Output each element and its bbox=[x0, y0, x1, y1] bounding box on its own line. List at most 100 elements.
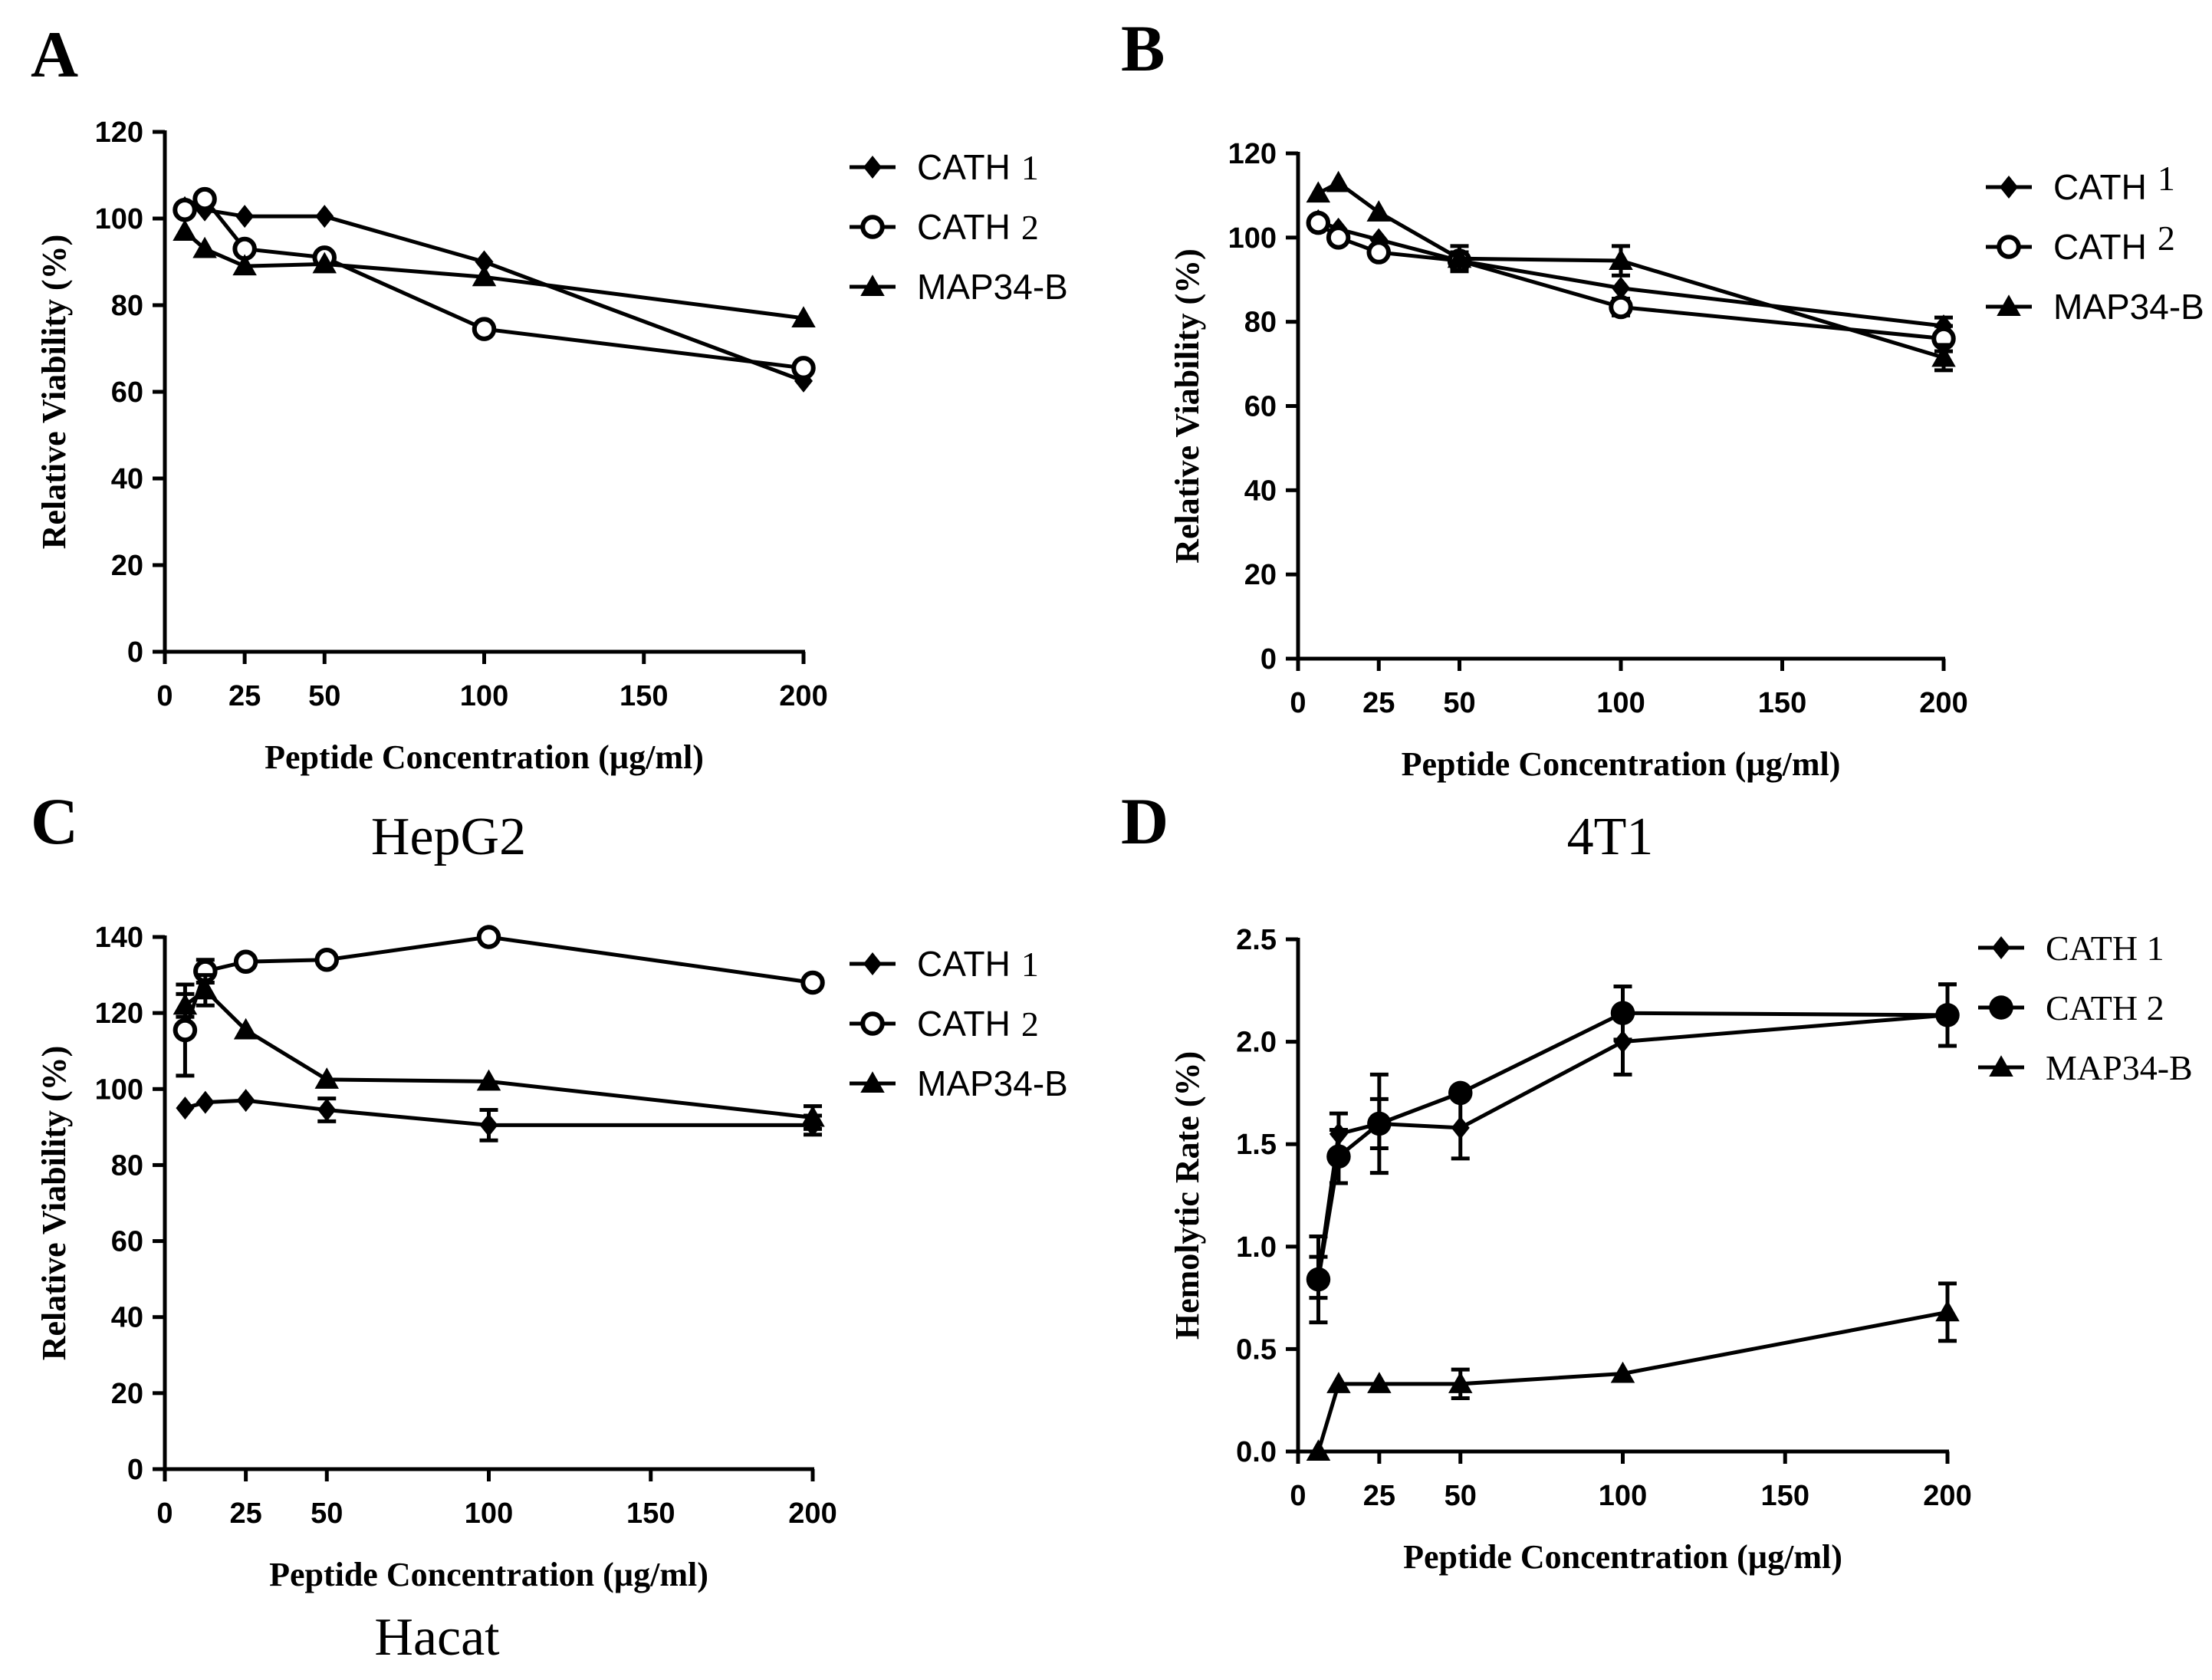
legend-label: MAP34-B bbox=[2046, 1048, 2193, 1087]
x-axis-label: Peptide Concentration (µg/ml) bbox=[1402, 745, 1841, 783]
series-map34-b bbox=[1306, 1281, 1960, 1461]
data-point bbox=[1447, 246, 1472, 268]
data-point bbox=[1451, 1116, 1470, 1139]
legend-entry: CATH 1 bbox=[850, 944, 1039, 984]
x-tick-label: 25 bbox=[229, 1498, 261, 1530]
data-point bbox=[1367, 1111, 1392, 1136]
x-axis-label: Peptide Concentration (µg/ml) bbox=[269, 1556, 708, 1593]
y-tick-label: 120 bbox=[1228, 138, 1277, 170]
series-cath-1 bbox=[176, 1089, 822, 1142]
y-tick-label: 100 bbox=[1228, 222, 1277, 255]
data-point bbox=[314, 947, 339, 972]
data-point bbox=[1367, 1372, 1392, 1393]
data-point bbox=[1935, 1300, 1960, 1322]
data-point bbox=[1326, 225, 1351, 250]
data-point bbox=[233, 1018, 258, 1040]
x-tick-label: 0 bbox=[156, 1498, 173, 1530]
data-point bbox=[232, 254, 257, 276]
x-tick-label: 200 bbox=[788, 1498, 836, 1530]
y-tick-label: 1.5 bbox=[1236, 1129, 1277, 1161]
legend-entry: CATH 1 bbox=[1978, 929, 2164, 968]
data-point bbox=[1306, 1267, 1331, 1292]
x-tick-label: 0 bbox=[156, 680, 173, 712]
y-tick-label: 0 bbox=[127, 636, 143, 669]
legend-label: CATH 2 bbox=[2053, 219, 2175, 267]
chart-panel-d: D 0 25 50 100 150 200 0.0 0.5 1.0 1.5 2.0 2.5 Peptide… bbox=[1121, 784, 2193, 1576]
y-tick-label: 80 bbox=[111, 290, 143, 322]
x-tick-label: 50 bbox=[1445, 1480, 1477, 1512]
x-tick-label: 25 bbox=[1363, 1480, 1395, 1512]
x-tick-label: 50 bbox=[311, 1498, 343, 1530]
y-tick-label: 100 bbox=[95, 1073, 143, 1106]
legend-entry: MAP34-B bbox=[850, 267, 1068, 307]
y-tick-label: 40 bbox=[111, 463, 143, 495]
y-tick-label: 100 bbox=[95, 203, 143, 235]
y-tick-label: 60 bbox=[1244, 391, 1277, 423]
legend-label: CATH 1 bbox=[917, 147, 1039, 187]
series-map34-b bbox=[173, 973, 825, 1131]
legend-label: MAP34-B bbox=[2053, 287, 2204, 327]
data-point bbox=[476, 925, 501, 949]
data-point bbox=[1448, 1080, 1473, 1106]
chart-panel-a: A 0 25 50 100 150 200 0 20 40 60 80 100 120 Peptide Co… bbox=[31, 18, 1068, 776]
series-cath-1 bbox=[176, 196, 813, 393]
data-point bbox=[1366, 200, 1391, 222]
legend-entry: MAP34-B bbox=[1978, 1048, 2193, 1087]
x-tick-label: 150 bbox=[1758, 687, 1806, 719]
data-point bbox=[1306, 210, 1331, 235]
data-point bbox=[1931, 345, 1956, 367]
y-axis-label: Hemolytic Rate (%) bbox=[1168, 1051, 1206, 1340]
legend-label: CATH 1 bbox=[2046, 929, 2164, 968]
y-tick-label: 140 bbox=[95, 922, 143, 954]
series-line bbox=[1316, 1013, 1948, 1278]
legend-marker bbox=[863, 952, 882, 975]
panel-letter-c: C bbox=[31, 784, 78, 858]
data-point bbox=[475, 250, 494, 274]
data-point bbox=[173, 219, 197, 241]
data-point bbox=[791, 306, 816, 327]
x-tick-label: 50 bbox=[308, 680, 340, 712]
legend-label: CATH 1 bbox=[2053, 159, 2175, 207]
y-tick-label: 40 bbox=[1244, 475, 1277, 507]
data-point bbox=[1610, 1001, 1635, 1025]
data-point bbox=[236, 1089, 255, 1113]
series-line bbox=[1316, 221, 1944, 341]
data-point bbox=[173, 197, 197, 222]
data-point bbox=[312, 252, 337, 274]
x-tick-label: 100 bbox=[1596, 687, 1645, 719]
series-line bbox=[183, 988, 813, 1119]
y-axis-label: Relative Viability (%) bbox=[35, 235, 73, 550]
legend-label: CATH 2 bbox=[917, 1004, 1039, 1044]
caption-4t1: 4T1 bbox=[1567, 807, 1654, 866]
data-point bbox=[800, 1105, 825, 1127]
legend-marker bbox=[1997, 235, 2021, 259]
x-tick-label: 0 bbox=[1290, 1480, 1306, 1512]
legend-marker bbox=[863, 156, 882, 179]
y-tick-label: 80 bbox=[1244, 307, 1277, 339]
data-point bbox=[800, 970, 825, 995]
y-tick-label: 0.0 bbox=[1236, 1436, 1277, 1468]
x-tick-label: 150 bbox=[620, 680, 668, 712]
y-tick-label: 0 bbox=[127, 1454, 143, 1486]
data-point bbox=[791, 356, 816, 380]
chart-panel-c: C 0 25 50 100 150 200 0 20 40 60 80 100 120 140 Peptide… bbox=[31, 784, 1068, 1593]
legend-label: CATH 2 bbox=[2046, 988, 2164, 1027]
data-point bbox=[1326, 1372, 1351, 1393]
legend-label: MAP34-B bbox=[917, 267, 1068, 307]
x-tick-label: 50 bbox=[1443, 687, 1475, 719]
data-point bbox=[176, 1096, 195, 1120]
data-point bbox=[1610, 1361, 1635, 1383]
data-point bbox=[1326, 1144, 1351, 1169]
legend-marker bbox=[2000, 176, 2018, 199]
series-line bbox=[183, 230, 804, 321]
legend-entry: MAP34-B bbox=[850, 1064, 1068, 1103]
y-tick-label: 2.0 bbox=[1236, 1027, 1277, 1059]
series-cath-2 bbox=[173, 925, 825, 1078]
series-cath-1 bbox=[1309, 982, 1957, 1300]
data-point bbox=[472, 317, 497, 341]
x-tick-label: 100 bbox=[465, 1498, 513, 1530]
series-cath-2 bbox=[1306, 982, 1960, 1325]
data-point bbox=[1306, 1439, 1331, 1461]
caption-hacat: Hacat bbox=[374, 1608, 500, 1667]
